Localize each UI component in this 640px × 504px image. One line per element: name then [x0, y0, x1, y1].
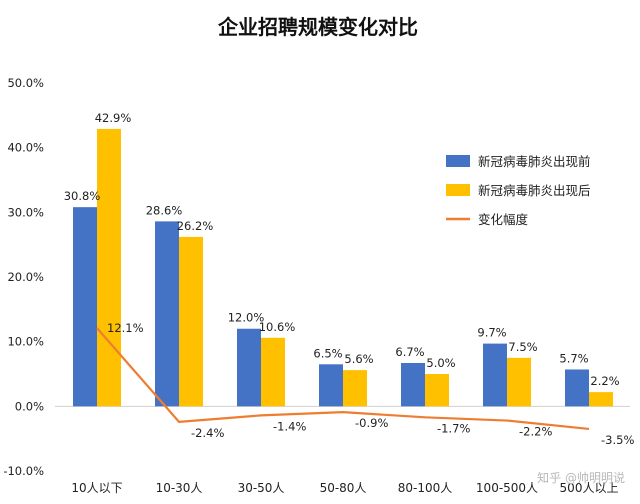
bar-data-label: 2.2% — [590, 374, 619, 388]
bar-after — [343, 370, 367, 407]
change-line — [96, 327, 590, 431]
bar-data-label: 10.6% — [259, 320, 296, 334]
y-tick-label: 40.0% — [7, 141, 44, 155]
y-tick-label: 20.0% — [7, 270, 44, 284]
x-tick-label: 10-30人 — [156, 481, 203, 495]
line-data-label: -1.7% — [437, 421, 470, 435]
legend-label: 新冠病毒肺炎出现后 — [478, 183, 591, 198]
line-data-label: -0.9% — [355, 416, 388, 430]
bar-after — [261, 337, 285, 407]
y-tick-label: 0.0% — [15, 399, 44, 413]
bar-after — [425, 374, 449, 407]
bar-before — [319, 364, 343, 407]
line-data-label: -1.4% — [273, 419, 306, 433]
bar-data-label: 5.7% — [559, 351, 588, 365]
legend-label: 新冠病毒肺炎出现前 — [478, 154, 591, 169]
y-tick-label: 10.0% — [7, 335, 44, 349]
line-data-label: -3.5% — [601, 433, 634, 447]
bar-data-label: 28.6% — [146, 203, 183, 217]
bar-before — [565, 369, 589, 407]
bar-after — [589, 392, 613, 407]
x-tick-label: 80-100人 — [398, 481, 453, 495]
line-data-label: -2.2% — [519, 425, 552, 439]
bar-data-label: 26.2% — [177, 219, 214, 233]
bar-data-label: 5.0% — [426, 356, 455, 370]
legend-label: 变化幅度 — [478, 212, 529, 227]
y-tick-label: 50.0% — [7, 76, 44, 90]
chart-title: 企业招聘规模变化对比 — [217, 15, 418, 39]
bar-before — [401, 363, 425, 407]
bar-data-label: 30.8% — [64, 189, 101, 203]
bar-data-label: 7.5% — [508, 340, 537, 354]
bar-data-label: 6.5% — [313, 346, 342, 360]
bar-data-label: 12.0% — [228, 311, 265, 325]
bar-data-label: 5.6% — [344, 352, 373, 366]
plot-area: 10人以下 10-30人 30-50人 50-80人 80-100人 100-500人 50… — [55, 111, 634, 495]
y-axis: -10.0% 0.0% 10.0% 20.0% 30.0% 40.0% 50.0% — [3, 76, 44, 478]
bar-before — [73, 207, 97, 407]
x-tick-label: 10人以下 — [71, 481, 122, 495]
y-tick-label: -10.0% — [3, 464, 44, 478]
bar-after — [179, 236, 203, 407]
bar-before — [483, 343, 507, 407]
bar-after — [97, 128, 121, 407]
bar-before — [237, 328, 261, 407]
bar-data-label: 42.9% — [95, 111, 132, 125]
legend-swatch — [446, 155, 470, 167]
line-data-label: 12.1% — [107, 321, 144, 335]
x-tick-label: 30-50人 — [238, 481, 285, 495]
y-tick-label: 30.0% — [7, 205, 44, 219]
watermark: 知乎 @帅明明说 — [537, 470, 625, 485]
bar-data-label: 6.7% — [395, 345, 424, 359]
x-tick-label: 100-500人 — [476, 481, 538, 495]
x-tick-label: 500人以上 — [560, 481, 619, 495]
x-tick-label: 50-80人 — [320, 481, 367, 495]
line-data-label: -2.4% — [191, 426, 224, 440]
bar-after — [507, 357, 531, 407]
bar-data-label: 9.7% — [477, 326, 506, 340]
bar-before — [155, 221, 179, 407]
legend-swatch — [446, 184, 470, 196]
